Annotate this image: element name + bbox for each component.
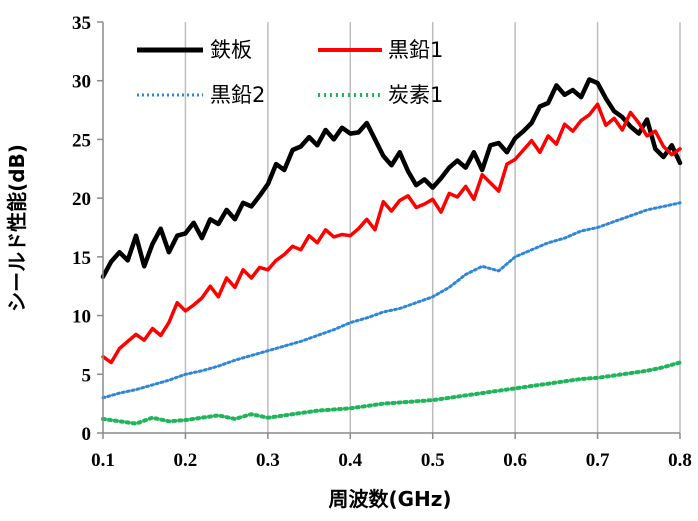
legend: 鉄板 黒鉛1 黒鉛2 炭素1 [137,38,443,107]
x-tick-label: 0.4 [338,450,362,471]
y-axis-title: シールド性能(dB) [5,144,29,312]
legend-label-tetsuban: 鉄板 [210,38,252,62]
y-tick-label: 15 [72,248,91,269]
legend-label-kokuen1: 黒鉛1 [388,38,443,62]
y-tick-label: 35 [72,13,91,34]
x-tick-label: 0.5 [421,450,445,471]
y-tick-label: 30 [72,72,91,93]
y-tick-label: 10 [72,307,91,328]
y-tick-label: 0 [82,424,92,445]
legend-label-tanso1: 炭素1 [388,83,443,107]
axes [97,21,681,439]
series-line-3 [101,201,682,400]
x-tick-label: 0.8 [668,450,692,471]
x-tick-label: 0.2 [174,450,198,471]
series-line-4 [101,360,682,426]
x-tick-label: 0.7 [586,450,610,471]
y-tick-label: 5 [82,365,92,386]
tick-labels: 0 5 10 15 20 25 30 35 0.1 0.2 0.3 0.4 0.5 0.6 0.7 0.8 [72,13,692,471]
x-tick-label: 0.1 [91,450,115,471]
x-tick-label: 0.6 [503,450,527,471]
legend-label-kokuen2: 黒鉛2 [210,83,265,107]
series-line-1 [100,77,683,280]
x-tick-label: 0.3 [256,450,280,471]
y-tick-label: 20 [72,189,91,210]
series-line-2 [101,102,682,365]
y-tick-label: 25 [72,130,91,151]
x-axis-title: 周波数(GHz) [328,487,451,511]
series-layer [100,77,683,426]
